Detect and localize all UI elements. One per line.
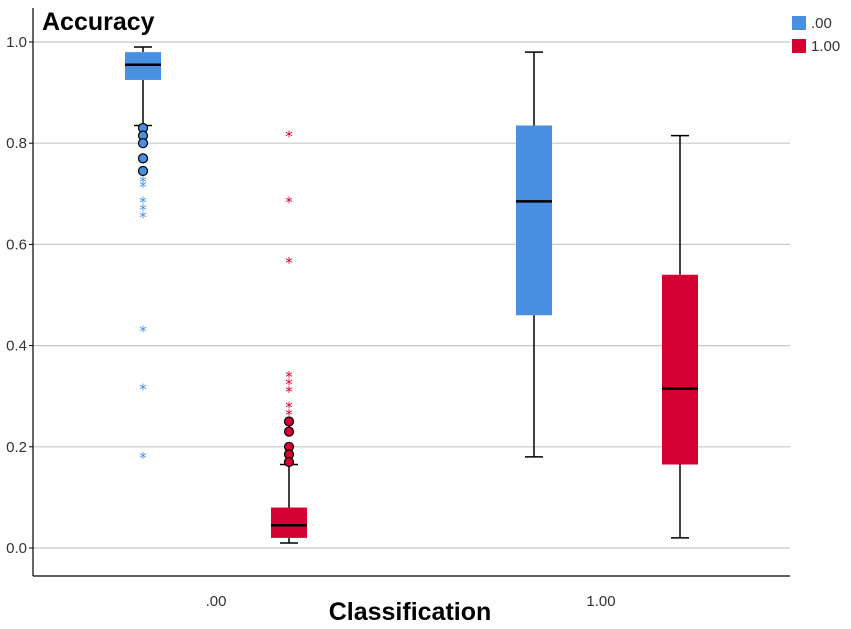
extreme-3: * bbox=[139, 201, 147, 219]
extreme-4: * bbox=[139, 209, 147, 227]
y-tick-label-3: 0.6 bbox=[6, 236, 27, 253]
box-0-1 bbox=[516, 51, 552, 458]
outlier-2 bbox=[137, 138, 149, 149]
axes bbox=[32, 8, 790, 577]
extreme-0: * bbox=[139, 173, 147, 191]
box-1-1 bbox=[662, 134, 698, 539]
legend: .00 1.00 bbox=[792, 15, 840, 55]
box-iqr bbox=[271, 507, 307, 538]
outlier-3 bbox=[137, 153, 149, 164]
y-tick-label-1: 0.2 bbox=[6, 439, 27, 456]
x-tick-label-1: 1.00 bbox=[586, 593, 615, 610]
extreme-0: * bbox=[285, 128, 293, 146]
box-iqr bbox=[516, 125, 552, 316]
extreme-1: * bbox=[285, 193, 293, 211]
x-tick-label-0: .00 bbox=[206, 593, 227, 610]
box-iqr bbox=[125, 52, 161, 80]
box-1-0: ******** bbox=[271, 128, 307, 544]
x-axis-label: Classification bbox=[329, 598, 492, 626]
y-tick-labels: 0.0 0.2 0.4 0.6 0.8 1.0 bbox=[6, 34, 33, 557]
box-iqr bbox=[662, 274, 698, 465]
y-tick-label-5: 1.0 bbox=[6, 34, 27, 51]
extreme-2: * bbox=[139, 193, 147, 211]
extreme-6: * bbox=[285, 398, 293, 416]
y-tick-label-0: 0.0 bbox=[6, 540, 27, 557]
extreme-3: * bbox=[285, 368, 293, 386]
boxes: **************** bbox=[125, 46, 698, 544]
outlier-4 bbox=[137, 165, 149, 177]
outlier-0 bbox=[283, 416, 295, 427]
legend-swatch-0 bbox=[792, 16, 806, 30]
extreme-1: * bbox=[139, 178, 147, 196]
legend-swatch-1 bbox=[792, 39, 806, 53]
extreme-6: * bbox=[139, 381, 147, 399]
y-axis-label: Accuracy bbox=[42, 8, 155, 36]
gridlines bbox=[33, 41, 790, 549]
y-tick-label-2: 0.4 bbox=[6, 338, 27, 355]
box-0-0: ******** bbox=[125, 46, 161, 467]
legend-label-0: .00 bbox=[811, 15, 832, 32]
extreme-2: * bbox=[285, 254, 293, 272]
extreme-7: * bbox=[139, 449, 147, 467]
outlier-4 bbox=[283, 456, 295, 468]
outlier-1 bbox=[283, 426, 295, 437]
extreme-4: * bbox=[285, 376, 293, 394]
x-tick-labels: .00 1.00 bbox=[206, 593, 616, 610]
legend-label-1: 1.00 bbox=[811, 38, 840, 55]
y-tick-label-4: 0.8 bbox=[6, 135, 27, 152]
extreme-5: * bbox=[139, 322, 147, 340]
extreme-7: * bbox=[285, 406, 293, 424]
extreme-5: * bbox=[285, 383, 293, 401]
